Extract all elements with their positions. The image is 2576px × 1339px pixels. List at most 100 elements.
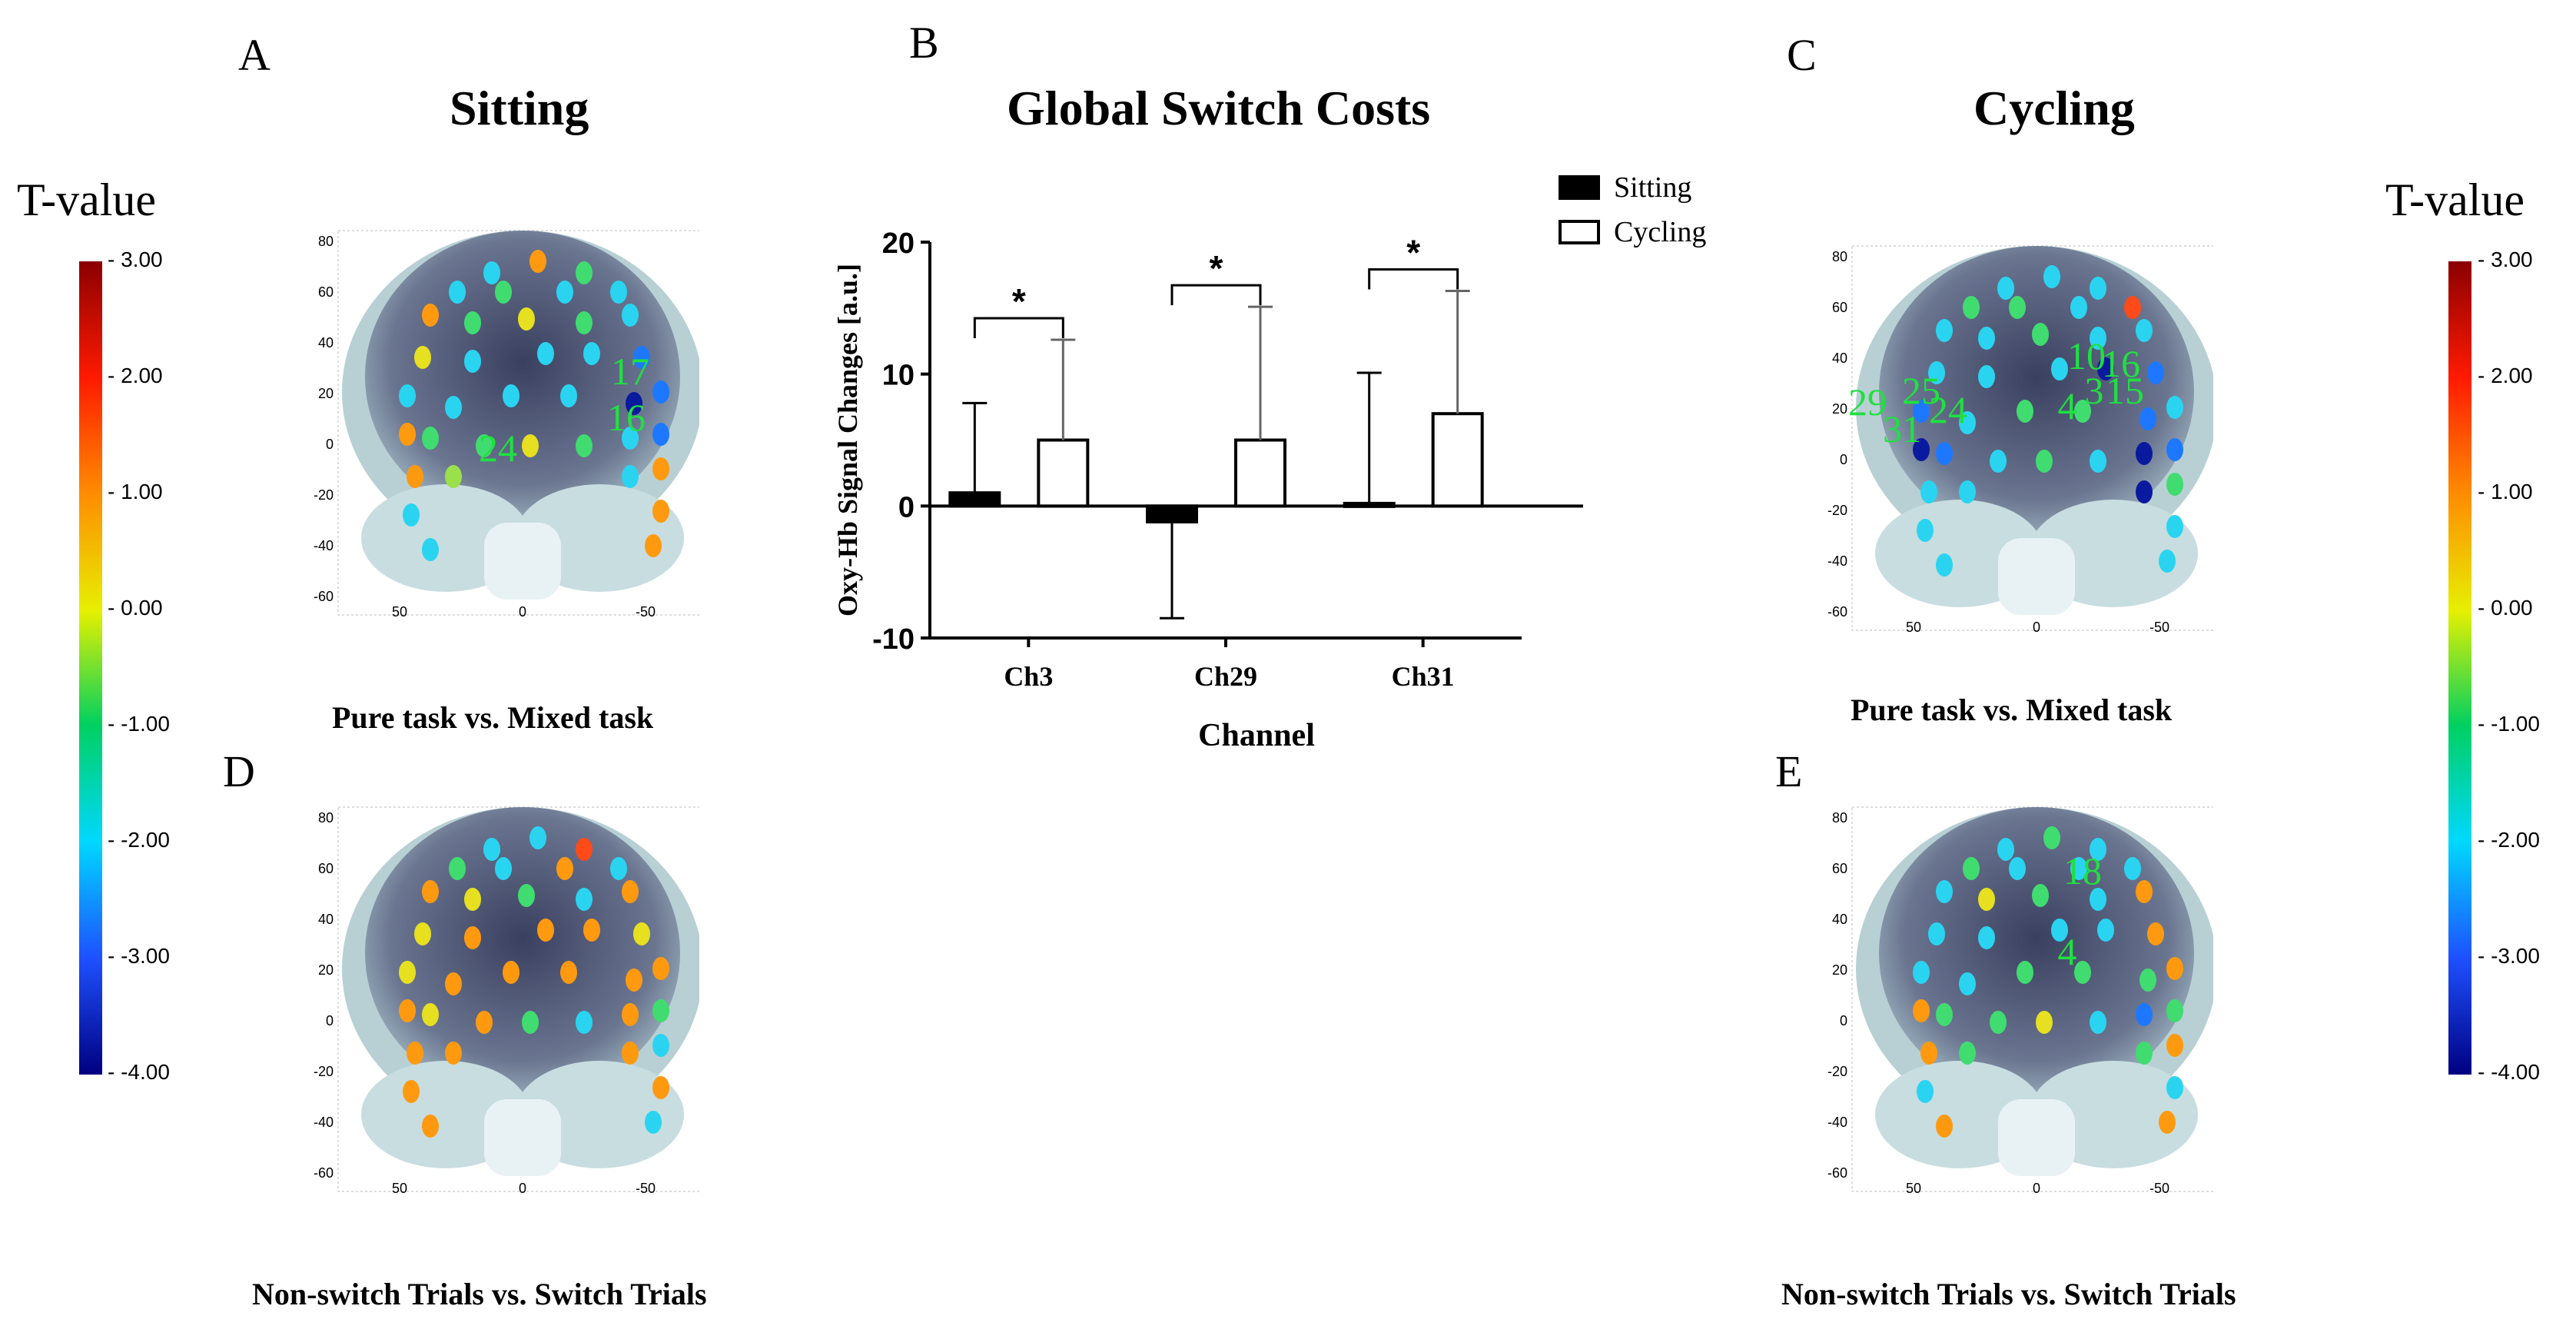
channel-marker	[576, 888, 593, 911]
brain-y-tick: -40	[314, 1115, 334, 1130]
significance-bracket	[1368, 268, 1459, 290]
channel-marker	[576, 261, 593, 284]
colorbar-tick: - 1.00	[108, 480, 163, 503]
brain-map-sitting-nonswitch-vs-switch: 80 60 40 20 0 -20 -40 -60 50 0 -50	[300, 799, 699, 1199]
channel-marker	[2097, 919, 2114, 942]
channel-number-label: 10	[2067, 334, 2106, 377]
channel-marker	[622, 1042, 639, 1065]
colorbar-left-gradient	[79, 261, 102, 1075]
y-tick-label: -10	[872, 623, 915, 656]
brain-x-tick: 0	[2033, 1181, 2040, 1196]
channel-number-label: 24	[1929, 388, 1967, 431]
channel-marker	[422, 1003, 439, 1026]
brain-x-tick: -50	[636, 1181, 656, 1196]
channel-number-label: 16	[607, 396, 646, 439]
channel-marker	[2070, 857, 2087, 880]
channel-marker	[645, 534, 662, 557]
colorbar-tick: - -4.00	[108, 1060, 170, 1084]
colorbar-right-gradient	[2448, 261, 2471, 1075]
channel-marker	[1997, 277, 2014, 300]
brain-x-tick: 0	[519, 1181, 526, 1196]
channel-marker	[483, 838, 500, 861]
brain-x-tick: 0	[519, 604, 526, 620]
channel-marker	[537, 919, 554, 942]
brain-x-tick: 50	[1906, 1181, 1921, 1196]
colorbar-tick: - -2.00	[2478, 828, 2540, 852]
bar-cycling-ch31	[1431, 412, 1484, 508]
panel-letter-a: A	[238, 30, 271, 80]
significance-marker: *	[1406, 233, 1420, 273]
colorbar-tick: - -2.00	[108, 828, 170, 852]
channel-marker	[2070, 296, 2087, 319]
channel-marker	[2166, 1034, 2183, 1057]
channel-marker	[2090, 838, 2106, 861]
channel-marker	[652, 500, 669, 523]
channel-marker	[1928, 922, 1945, 945]
colorbar-tick: - -1.00	[108, 712, 170, 736]
bar-chart-svg: -10 0 10 20 Oxy-Hb Signal Changes [a.u.] Chan…	[832, 171, 1706, 753]
brain-x-tick: 0	[2033, 620, 2040, 635]
channel-marker	[583, 919, 600, 942]
channel-marker	[403, 1080, 420, 1103]
channel-number-label: 16	[2102, 342, 2140, 385]
channel-number-label: 17	[611, 350, 649, 393]
channel-marker	[1997, 838, 2014, 861]
brain-y-tick: 0	[1840, 1013, 1847, 1028]
channel-marker	[399, 384, 416, 407]
brain-stem	[484, 523, 561, 600]
channel-marker	[2090, 888, 2106, 911]
channel-marker	[622, 880, 639, 903]
channel-marker	[626, 969, 642, 992]
channel-marker	[576, 1011, 593, 1034]
channel-marker	[556, 281, 573, 304]
channel-marker	[445, 396, 462, 419]
channel-marker	[652, 1034, 669, 1057]
channel-marker	[2124, 296, 2141, 319]
brain-stem	[1998, 1099, 2075, 1176]
brain-cortex	[365, 807, 680, 1099]
channel-marker	[2090, 277, 2106, 300]
brain-cortex	[1879, 807, 2194, 1099]
colorbar-tick: - 0.00	[2478, 596, 2533, 620]
brain-y-tick: -60	[1827, 1165, 1847, 1181]
brain-y-tick: 40	[318, 335, 334, 351]
brain-y-tick: -60	[314, 589, 334, 604]
channel-marker	[2136, 480, 2153, 503]
channel-marker	[2136, 1003, 2153, 1026]
channel-marker	[2166, 1076, 2183, 1099]
channel-number-label: 15	[2106, 369, 2144, 412]
brain-x-tick: -50	[2149, 1181, 2169, 1196]
channel-marker	[495, 281, 512, 304]
panel-letter-e: E	[1775, 746, 1803, 796]
brain-y-tick: 40	[1832, 351, 1847, 366]
channel-marker	[652, 457, 669, 480]
channel-marker	[1920, 480, 1937, 503]
channel-number-label: 29	[1848, 380, 1887, 424]
significance-bracket	[1170, 284, 1262, 306]
channel-marker	[556, 857, 573, 880]
channel-marker	[407, 465, 423, 488]
channel-marker	[2043, 826, 2060, 849]
channel-marker	[1978, 888, 1995, 911]
channel-number-label: 18	[2063, 849, 2102, 892]
channel-marker	[2147, 361, 2164, 384]
channel-marker	[576, 838, 593, 861]
channel-marker	[1978, 327, 1995, 350]
channel-marker	[622, 427, 639, 450]
channel-marker	[2166, 396, 2183, 419]
channel-marker	[2166, 957, 2183, 980]
channel-marker	[2036, 1011, 2053, 1034]
channel-number-label: 3	[2085, 369, 2104, 412]
channel-marker	[1917, 1080, 1934, 1103]
brain-svg: 80 60 40 20 0 -20 -40 -60 50 0 -50 18 4	[1827, 806, 2213, 1196]
brain-y-tick: 0	[1840, 452, 1847, 467]
colorbar-right-title: T-value	[2385, 174, 2525, 225]
channel-marker	[399, 423, 416, 446]
channel-marker	[1913, 400, 1930, 423]
brain-y-tick: 80	[1832, 810, 1847, 826]
channel-marker	[2136, 1042, 2153, 1065]
brain-map-cycling-pure-vs-mixed: 80 60 40 20 0 -20 -40 -60 50 0 -50 10 16 25 3 15 29 24 4 31	[1814, 238, 2213, 638]
channel-marker	[445, 972, 462, 995]
channel-number-label: 4	[2058, 930, 2077, 973]
